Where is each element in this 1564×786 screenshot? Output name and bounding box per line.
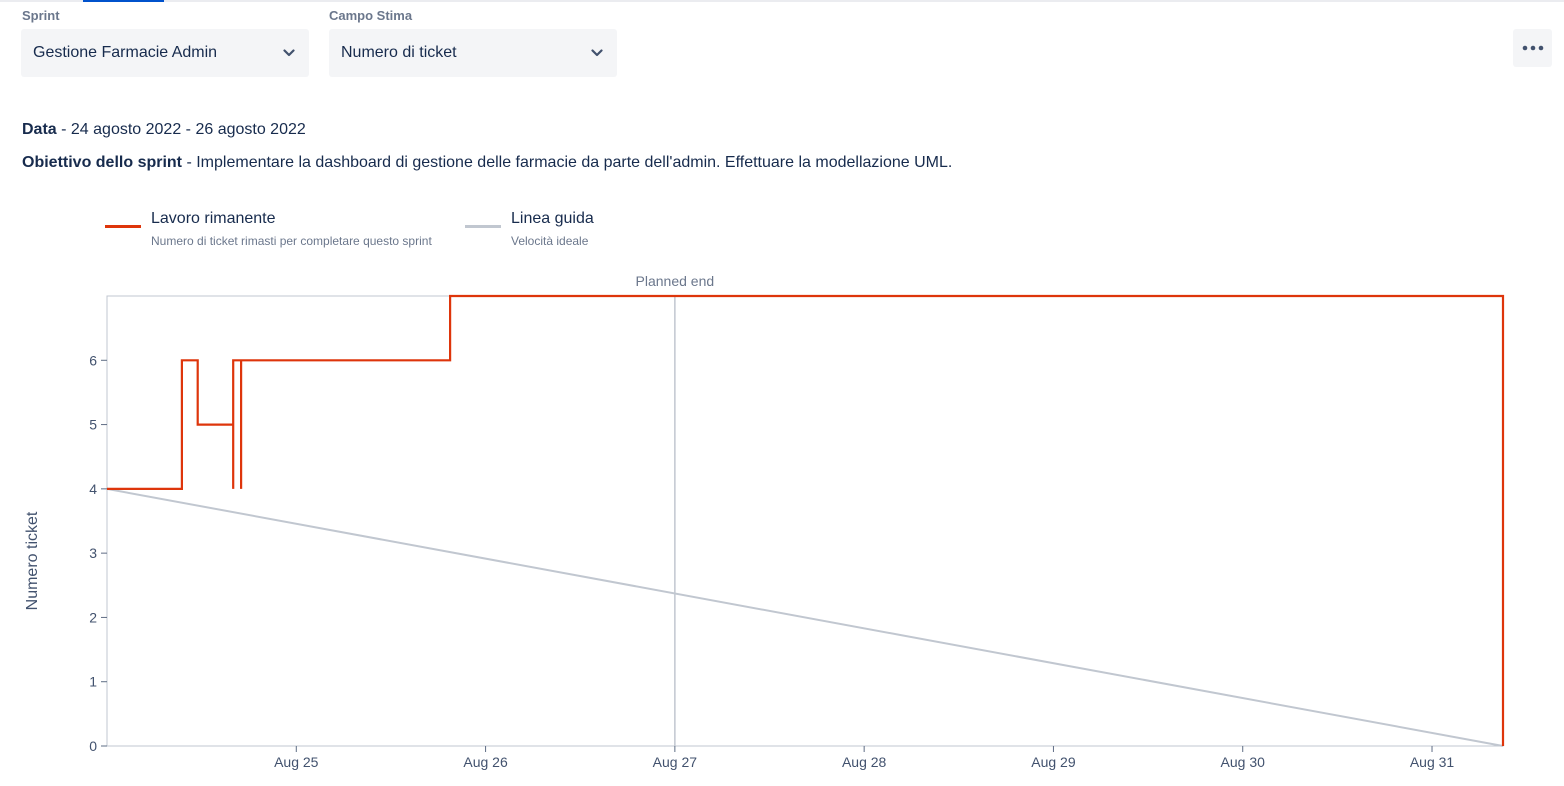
y-tick-label: 2 <box>89 609 97 625</box>
x-tick-label: Aug 30 <box>1221 754 1266 770</box>
date-label: Data <box>22 121 57 138</box>
estimate-label: Campo Stima <box>329 8 413 23</box>
legend-guide-title: Linea guida <box>511 210 594 227</box>
y-tick-label: 6 <box>89 352 97 368</box>
legend-guide-swatch <box>465 225 501 228</box>
y-tick-label: 3 <box>89 545 97 561</box>
x-tick-label: Aug 27 <box>653 754 698 770</box>
legend-guide-desc: Velocità ideale <box>511 234 589 248</box>
more-horizontal-icon <box>1522 45 1543 51</box>
x-tick-label: Aug 29 <box>1031 754 1076 770</box>
legend-remaining-swatch <box>105 225 141 228</box>
remaining-work-line <box>107 294 1505 746</box>
goal-label: Obiettivo dello sprint <box>22 154 183 171</box>
y-tick-label: 1 <box>89 674 97 690</box>
x-tick-label: Aug 26 <box>463 754 508 770</box>
date-value: - 24 agosto 2022 - 26 agosto 2022 <box>56 121 306 138</box>
sprint-select-value: Gestione Farmacie Admin <box>33 44 218 61</box>
sprint-label: Sprint <box>22 8 60 23</box>
active-tab-indicator <box>83 0 164 2</box>
sprint-date: Data - 24 agosto 2022 - 26 agosto 2022 <box>22 121 306 139</box>
legend-remaining-title: Lavoro rimanente <box>151 210 276 227</box>
y-axis-label: Numero ticket <box>24 511 41 610</box>
more-actions-button[interactable] <box>1513 29 1552 67</box>
plot-frame <box>106 295 1504 747</box>
guideline-line <box>106 487 1504 747</box>
sprint-goal: Obiettivo dello sprint - Implementare la… <box>22 154 952 172</box>
planned-end-label: Planned end <box>636 273 715 289</box>
estimate-select[interactable]: Numero di ticket <box>329 29 617 77</box>
y-tick-label: 5 <box>89 417 97 433</box>
top-divider <box>0 0 1564 2</box>
legend-remaining-desc: Numero di ticket rimasti per completare … <box>151 234 432 248</box>
estimate-select-value: Numero di ticket <box>341 44 457 61</box>
chevron-down-icon <box>589 45 605 61</box>
x-tick-label: Aug 28 <box>842 754 887 770</box>
x-tick-label: Aug 31 <box>1410 754 1455 770</box>
y-tick-label: 0 <box>89 738 97 754</box>
x-tick-label: Aug 25 <box>274 754 319 770</box>
chevron-down-icon <box>281 45 297 61</box>
sprint-select[interactable]: Gestione Farmacie Admin <box>21 29 309 77</box>
goal-value: - Implementare la dashboard di gestione … <box>182 154 953 171</box>
y-tick-label: 4 <box>89 481 97 497</box>
